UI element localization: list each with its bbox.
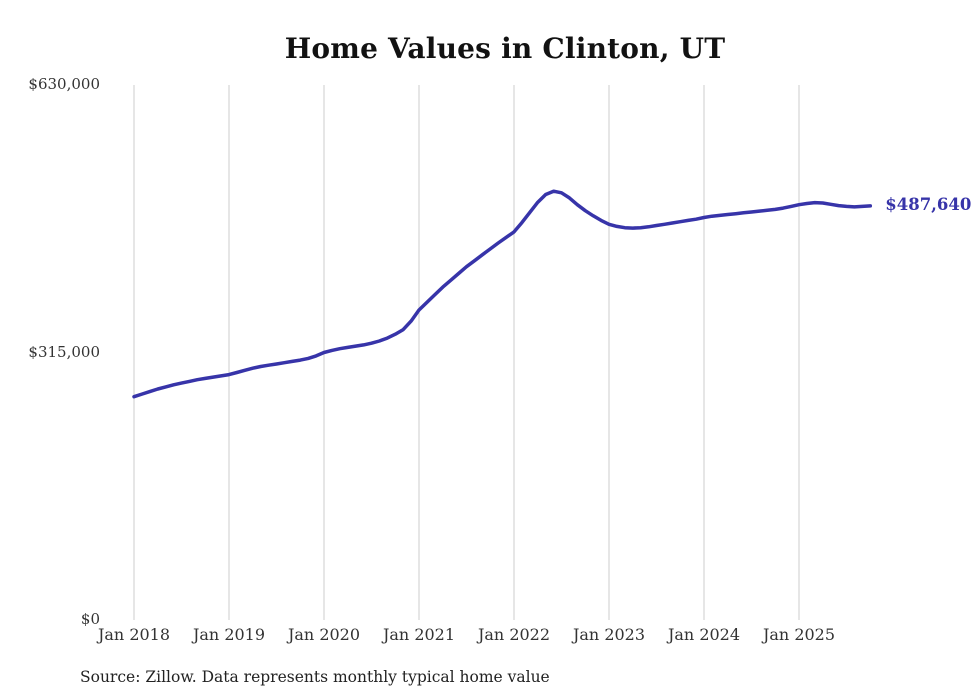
x-axis-tick: Jan 2024 [667,625,741,644]
end-value-label: $487,640 [885,194,972,214]
x-axis-tick: Jan 2022 [477,625,551,644]
x-axis-tick: Jan 2020 [287,625,361,644]
x-axis-tick: Jan 2023 [572,625,646,644]
x-axis-tick: Jan 2018 [97,625,171,644]
y-axis-tick: $0 [80,610,100,628]
x-axis-tick: Jan 2021 [382,625,456,644]
chart-title: Home Values in Clinton, UT [284,32,726,65]
x-axis-tick: Jan 2025 [762,625,836,644]
y-axis-tick: $630,000 [28,75,100,93]
gridlines [133,85,800,620]
price-line [132,189,873,399]
y-axis-tick: $315,000 [28,342,100,361]
x-axis-tick: Jan 2019 [192,625,266,644]
source-note: Source: Zillow. Data represents monthly … [80,668,550,686]
